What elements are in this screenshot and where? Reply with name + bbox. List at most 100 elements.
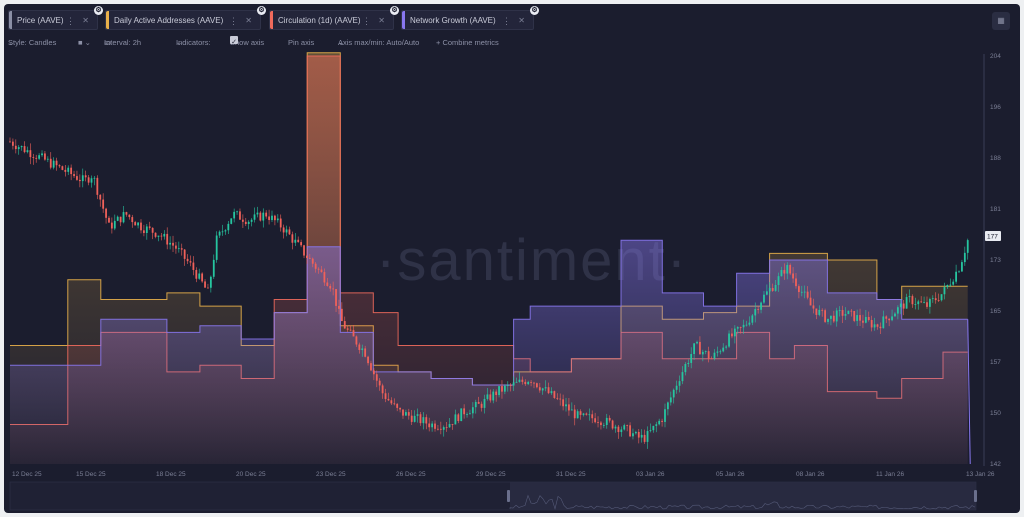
- settings-badge-icon[interactable]: ⚙: [94, 6, 103, 15]
- candle-body: [600, 422, 602, 426]
- candle-body: [690, 354, 693, 363]
- axis-range-dropdown[interactable]: Axis max/min: Auto/Auto ⌄: [338, 36, 419, 50]
- close-icon[interactable]: ✕: [378, 16, 385, 25]
- candle-body: [859, 315, 861, 321]
- candle-body: [733, 328, 736, 337]
- candle-body: [55, 160, 58, 166]
- candle-body: [538, 387, 541, 391]
- candle-body: [192, 262, 195, 270]
- candle-body: [105, 208, 107, 218]
- candle-body: [207, 287, 209, 289]
- navigator-minimap[interactable]: [9, 481, 977, 511]
- candle-body: [576, 411, 579, 419]
- chart-settings-icon[interactable]: ▦: [992, 12, 1010, 30]
- network-growth-drop: [967, 319, 971, 465]
- kebab-icon[interactable]: ⋮: [66, 16, 75, 26]
- checkbox-icon[interactable]: ✓: [230, 36, 238, 46]
- candle-body: [536, 383, 538, 388]
- candle-body: [815, 308, 818, 315]
- close-icon[interactable]: ✕: [518, 16, 525, 25]
- candle-body: [256, 212, 259, 215]
- candle-body: [259, 212, 262, 221]
- candle-body: [274, 215, 276, 221]
- settings-badge-icon[interactable]: ⚙: [257, 6, 266, 15]
- candle-body: [221, 231, 224, 233]
- candle-body: [247, 221, 250, 225]
- candle-body: [140, 222, 142, 231]
- tab-circulation[interactable]: Circulation (1d) (AAVE) ⋮ ✕ ⚙: [269, 6, 399, 30]
- candle-body: [81, 175, 84, 182]
- candle-body: [512, 382, 515, 386]
- interval-dropdown[interactable]: ▭ Interval: 2h ⌄: [104, 36, 141, 50]
- candle-body: [774, 284, 777, 291]
- indicators-label: Indicators:: [176, 38, 211, 47]
- candle-body: [824, 310, 827, 322]
- candle-body: [457, 414, 460, 422]
- candle-body: [279, 218, 282, 228]
- candle-body: [253, 214, 256, 220]
- pin-axis-toggle[interactable]: Pin axis: [288, 38, 315, 47]
- candle-body: [565, 404, 567, 407]
- candle-body: [201, 273, 204, 282]
- close-icon[interactable]: ✕: [245, 16, 252, 25]
- candle-body: [742, 324, 745, 328]
- navigator-left-handle: [507, 490, 510, 502]
- candle-body: [832, 315, 835, 322]
- candle-body: [116, 216, 119, 221]
- candle-body: [803, 291, 806, 293]
- candle-body: [338, 305, 340, 309]
- candle-body: [605, 417, 608, 425]
- price-chart[interactable]: ·santiment· 204196188181173165157150142 …: [4, 4, 1020, 513]
- candle-body: [448, 424, 451, 428]
- candle-body: [588, 414, 591, 416]
- candle-body: [643, 434, 646, 442]
- kebab-icon[interactable]: ⋮: [229, 16, 238, 26]
- tab-network-growth[interactable]: Network Growth (AAVE) ⋮ ✕ ⚙: [401, 6, 539, 30]
- style-label: Style: Candles: [8, 38, 57, 47]
- candle-body: [768, 288, 771, 292]
- settings-badge-icon[interactable]: ⚙: [530, 6, 539, 15]
- y-tick-label: 150: [990, 410, 1001, 417]
- candle-body: [122, 212, 125, 223]
- candle-body: [163, 233, 166, 237]
- candle-body: [696, 341, 698, 344]
- combine-metrics-button[interactable]: + Combine metrics: [436, 38, 499, 47]
- candle-body: [847, 310, 850, 315]
- tab-label: Circulation (1d) (AAVE): [278, 16, 361, 25]
- settings-badge-icon[interactable]: ⚙: [390, 6, 399, 15]
- candle-body: [306, 255, 308, 258]
- candle-body: [26, 150, 29, 153]
- candle-body: [46, 158, 49, 160]
- candle-body: [169, 242, 172, 245]
- candle-body: [885, 316, 888, 319]
- candle-body: [131, 217, 134, 223]
- tab-color-bar: [402, 11, 405, 29]
- candle-body: [410, 415, 413, 422]
- candle-body: [949, 284, 952, 286]
- indicators-dropdown[interactable]: Indicators: ⌄: [176, 36, 211, 50]
- candle-body: [928, 299, 931, 307]
- candle-body: [955, 271, 957, 282]
- candle-body: [812, 305, 815, 309]
- candle-body: [745, 324, 748, 326]
- candle-body: [64, 169, 67, 172]
- candle-body: [471, 407, 474, 414]
- candle-body: [809, 297, 812, 306]
- candle-body: [477, 401, 480, 404]
- style-dropdown[interactable]: Style: Candles ⌄: [8, 36, 56, 50]
- close-icon[interactable]: ✕: [82, 16, 89, 25]
- color-dropdown[interactable]: ■ ⌄: [78, 38, 91, 47]
- candle-body: [12, 141, 14, 146]
- tab-daily-active-addresses[interactable]: Daily Active Addresses (AAVE) ⋮ ✕ ⚙: [105, 6, 266, 30]
- candle-body: [303, 245, 305, 256]
- kebab-icon[interactable]: ⋮: [502, 16, 511, 26]
- y-tick-label: 165: [990, 308, 1001, 315]
- candle-body: [17, 147, 20, 150]
- tab-price[interactable]: Price (AAVE) ⋮ ✕ ⚙: [8, 6, 103, 30]
- candle-body: [125, 212, 128, 215]
- candle-body: [530, 381, 532, 383]
- candle-body: [335, 289, 337, 306]
- kebab-icon[interactable]: ⋮: [362, 16, 371, 26]
- candle-body: [669, 397, 672, 403]
- candle-body: [716, 351, 719, 353]
